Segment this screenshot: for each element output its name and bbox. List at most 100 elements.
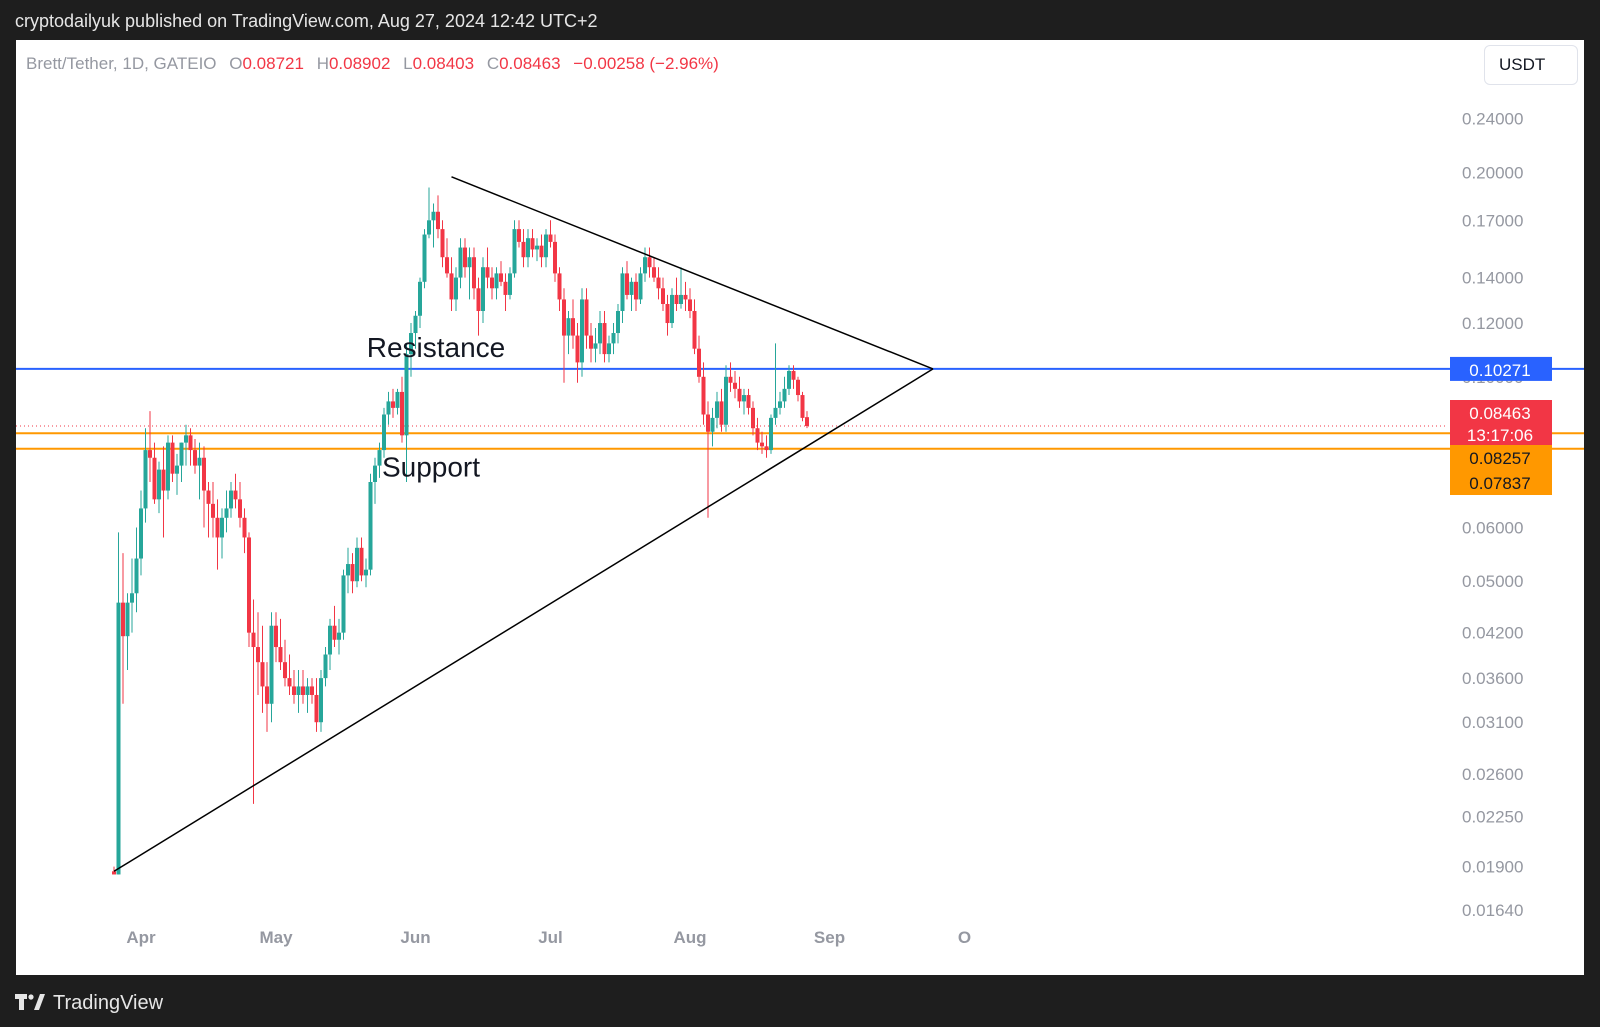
candle-body xyxy=(445,257,449,274)
candle-body xyxy=(350,564,355,582)
candle-body xyxy=(314,694,319,723)
candle-body xyxy=(211,503,215,518)
candle-body xyxy=(125,602,130,637)
candle-body xyxy=(800,395,805,418)
candle-body xyxy=(247,537,251,633)
candle-body xyxy=(391,401,395,408)
currency-button[interactable]: USDT xyxy=(1484,45,1578,85)
candle-body xyxy=(499,273,503,282)
candle-body xyxy=(395,391,400,408)
candle-body xyxy=(179,442,184,466)
candle-body xyxy=(422,234,427,282)
candle-body xyxy=(697,348,701,377)
chart-panel[interactable]: 0.240000.200000.170000.140000.120000.100… xyxy=(16,40,1584,975)
candle-body xyxy=(701,376,706,415)
candle-body xyxy=(584,299,589,336)
candle-body xyxy=(490,277,494,289)
candle-body xyxy=(778,401,782,408)
candle-body xyxy=(485,267,490,278)
candle-body xyxy=(661,288,665,305)
candle-body xyxy=(386,401,391,415)
candle-body xyxy=(629,281,634,295)
candle-body xyxy=(508,273,512,295)
close-value: 0.08463 xyxy=(499,54,561,73)
candle-body xyxy=(710,417,715,432)
candle-body xyxy=(332,625,337,640)
candle-body xyxy=(670,294,674,324)
candle-body xyxy=(296,686,301,695)
candle-body xyxy=(197,457,202,466)
price-badge-label: 0.10271 xyxy=(1469,361,1530,380)
candle-body xyxy=(665,304,670,324)
candle-body xyxy=(688,299,692,311)
candle-body xyxy=(539,245,544,258)
top-bar: cryptodailyuk published on TradingView.c… xyxy=(0,0,1600,40)
y-tick-label: 0.06000 xyxy=(1462,518,1523,537)
support-label: Support xyxy=(382,452,480,483)
candle-body xyxy=(503,281,508,295)
candle-body xyxy=(512,229,517,274)
candle-body xyxy=(382,414,386,451)
candle-body xyxy=(764,446,769,451)
candle-body xyxy=(589,335,593,349)
high-value: 0.08902 xyxy=(328,54,391,73)
candle-body xyxy=(413,315,418,334)
price-badge-label: 0.08257 xyxy=(1469,449,1530,468)
candle-body xyxy=(791,370,796,380)
candle-body xyxy=(233,490,238,500)
candle-body xyxy=(575,335,580,363)
price-badge xyxy=(1450,400,1552,445)
y-tick-label: 0.17000 xyxy=(1462,211,1523,230)
candle-body xyxy=(418,281,422,316)
candle-body xyxy=(638,273,643,300)
y-tick-label: 0.12000 xyxy=(1462,314,1523,333)
candle-body xyxy=(526,238,530,258)
candle-body xyxy=(409,333,413,355)
low-value: 0.08403 xyxy=(412,54,475,73)
candle-body xyxy=(746,395,751,408)
candle-body xyxy=(656,277,661,289)
candle-body xyxy=(224,508,229,518)
open-label: O xyxy=(229,54,243,73)
price-chart[interactable]: 0.240000.200000.170000.140000.120000.100… xyxy=(16,40,1584,975)
candle-body xyxy=(449,273,454,300)
candle-body xyxy=(256,647,260,663)
candle-body xyxy=(287,678,292,687)
candle-body xyxy=(184,435,188,443)
candle-body xyxy=(571,318,575,336)
tradingview-logo[interactable]: TradingView xyxy=(15,990,163,1016)
candle-body xyxy=(553,241,557,274)
candle-body xyxy=(292,686,296,695)
ohlc-legend: Brett/Tether, 1D, GATEIO O0.08721 H0.089… xyxy=(26,54,719,74)
candle-body xyxy=(229,490,233,509)
price-badge xyxy=(1450,445,1552,470)
candle-body xyxy=(769,417,773,451)
candle-body xyxy=(562,299,566,336)
candle-body xyxy=(724,376,728,425)
candle-body xyxy=(427,220,431,235)
candle-body xyxy=(431,211,436,221)
descending-trendline xyxy=(451,176,934,370)
candle-body xyxy=(130,593,134,603)
candle-body xyxy=(634,281,638,300)
y-tick-label: 0.14000 xyxy=(1462,269,1523,288)
candle-body xyxy=(166,442,170,491)
x-tick-label: Aug xyxy=(673,928,706,947)
candle-body xyxy=(782,388,787,402)
price-badge-label: 0.07837 xyxy=(1469,474,1530,493)
candle-body xyxy=(134,558,139,594)
candle-body xyxy=(643,257,647,274)
low-label: L xyxy=(403,54,413,73)
candle-body xyxy=(175,465,179,474)
candle-body xyxy=(728,376,733,383)
candle-body xyxy=(737,388,742,402)
x-tick-label: Apr xyxy=(126,928,156,947)
candle-body xyxy=(679,294,683,305)
candle-body xyxy=(476,288,481,311)
candle-body xyxy=(805,417,809,427)
candle-body xyxy=(742,395,746,402)
x-tick-label: O xyxy=(958,928,971,947)
candle-body xyxy=(346,564,350,576)
candle-body xyxy=(373,465,377,482)
candle-body xyxy=(364,569,368,576)
